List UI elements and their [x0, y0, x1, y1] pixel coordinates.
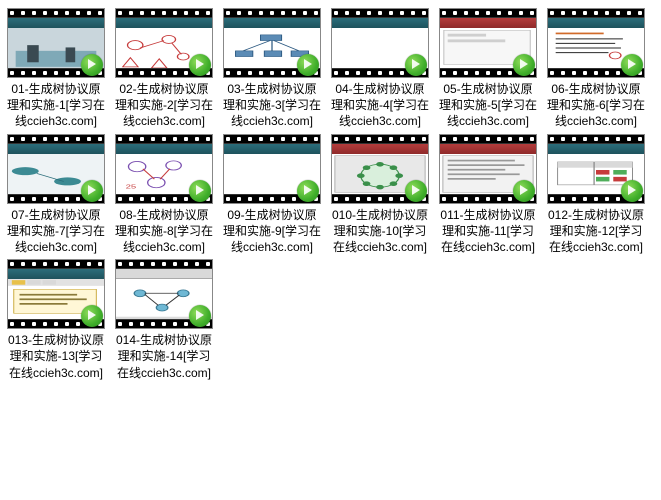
video-thumbnail[interactable]	[547, 134, 645, 204]
video-item[interactable]: 01-生成树协议原理和实施-1[学习在线ccieh3c.com]	[6, 8, 106, 130]
preview-header	[332, 18, 428, 28]
video-thumbnail[interactable]	[7, 134, 105, 204]
play-overlay-icon	[405, 180, 427, 202]
video-caption: 011-生成树协议原理和实施-11[学习在线ccieh3c.com]	[438, 207, 538, 256]
video-caption: 09-生成树协议原理和实施-9[学习在线ccieh3c.com]	[222, 207, 322, 256]
video-thumbnail[interactable]: 25	[115, 134, 213, 204]
preview-header	[8, 18, 104, 28]
video-caption: 014-生成树协议原理和实施-14[学习在线ccieh3c.com]	[114, 332, 214, 381]
play-overlay-icon	[405, 54, 427, 76]
preview-header	[440, 18, 536, 28]
video-thumbnail[interactable]	[439, 8, 537, 78]
video-thumbnail[interactable]	[331, 134, 429, 204]
preview-header	[116, 269, 212, 279]
filmstrip	[440, 9, 536, 17]
filmstrip	[224, 9, 320, 17]
play-overlay-icon	[297, 180, 319, 202]
play-overlay-icon	[297, 54, 319, 76]
video-caption: 010-生成树协议原理和实施-10[学习在线ccieh3c.com]	[330, 207, 430, 256]
filmstrip	[224, 135, 320, 143]
video-item[interactable]: 09-生成树协议原理和实施-9[学习在线ccieh3c.com]	[222, 134, 322, 256]
video-caption: 03-生成树协议原理和实施-3[学习在线ccieh3c.com]	[222, 81, 322, 130]
filmstrip	[8, 135, 104, 143]
filmstrip	[548, 9, 644, 17]
preview-header	[548, 18, 644, 28]
video-caption: 013-生成树协议原理和实施-13[学习在线ccieh3c.com]	[6, 332, 106, 381]
video-item[interactable]: 03-生成树协议原理和实施-3[学习在线ccieh3c.com]	[222, 8, 322, 130]
filmstrip	[440, 135, 536, 143]
play-overlay-icon	[513, 54, 535, 76]
video-caption: 07-生成树协议原理和实施-7[学习在线ccieh3c.com]	[6, 207, 106, 256]
video-item[interactable]: 014-生成树协议原理和实施-14[学习在线ccieh3c.com]	[114, 259, 214, 381]
video-caption: 02-生成树协议原理和实施-2[学习在线ccieh3c.com]	[114, 81, 214, 130]
filmstrip	[332, 135, 428, 143]
video-thumbnail[interactable]	[115, 8, 213, 78]
video-caption: 08-生成树协议原理和实施-8[学习在线ccieh3c.com]	[114, 207, 214, 256]
preview-header	[116, 144, 212, 154]
preview-header	[8, 144, 104, 154]
play-overlay-icon	[81, 305, 103, 327]
preview-header	[8, 269, 104, 279]
filmstrip	[116, 135, 212, 143]
filmstrip	[116, 9, 212, 17]
preview-header	[224, 144, 320, 154]
play-overlay-icon	[621, 180, 643, 202]
video-caption: 012-生成树协议原理和实施-12[学习在线ccieh3c.com]	[546, 207, 646, 256]
video-item[interactable]: 010-生成树协议原理和实施-10[学习在线ccieh3c.com]	[330, 134, 430, 256]
filmstrip	[8, 260, 104, 268]
video-caption: 04-生成树协议原理和实施-4[学习在线ccieh3c.com]	[330, 81, 430, 130]
video-item[interactable]: 25 08-生成树协议原理和实施-8[学习在线ccieh3c.com]	[114, 134, 214, 256]
video-thumbnail[interactable]	[331, 8, 429, 78]
video-caption: 01-生成树协议原理和实施-1[学习在线ccieh3c.com]	[6, 81, 106, 130]
play-overlay-icon	[81, 54, 103, 76]
video-item[interactable]: 012-生成树协议原理和实施-12[学习在线ccieh3c.com]	[546, 134, 646, 256]
video-item[interactable]: 05-生成树协议原理和实施-5[学习在线ccieh3c.com]	[438, 8, 538, 130]
video-item[interactable]: 013-生成树协议原理和实施-13[学习在线ccieh3c.com]	[6, 259, 106, 381]
video-caption: 05-生成树协议原理和实施-5[学习在线ccieh3c.com]	[438, 81, 538, 130]
video-thumbnail[interactable]	[223, 134, 321, 204]
video-thumbnail[interactable]	[7, 8, 105, 78]
video-thumbnail[interactable]	[7, 259, 105, 329]
video-thumbnail[interactable]	[223, 8, 321, 78]
play-overlay-icon	[189, 54, 211, 76]
play-overlay-icon	[621, 54, 643, 76]
filmstrip	[116, 260, 212, 268]
preview-header	[440, 144, 536, 154]
video-thumbnail[interactable]	[547, 8, 645, 78]
video-thumbnail[interactable]	[115, 259, 213, 329]
video-thumbnail-grid: 01-生成树协议原理和实施-1[学习在线ccieh3c.com]02-生成树协议…	[6, 8, 655, 381]
filmstrip	[8, 9, 104, 17]
svg-text:25: 25	[126, 183, 137, 190]
filmstrip	[332, 9, 428, 17]
play-overlay-icon	[81, 180, 103, 202]
play-overlay-icon	[189, 305, 211, 327]
preview-header	[116, 18, 212, 28]
video-caption: 06-生成树协议原理和实施-6[学习在线ccieh3c.com]	[546, 81, 646, 130]
preview-header	[332, 144, 428, 154]
video-item[interactable]: 07-生成树协议原理和实施-7[学习在线ccieh3c.com]	[6, 134, 106, 256]
preview-header	[548, 144, 644, 154]
play-overlay-icon	[513, 180, 535, 202]
video-thumbnail[interactable]	[439, 134, 537, 204]
video-item[interactable]: 04-生成树协议原理和实施-4[学习在线ccieh3c.com]	[330, 8, 430, 130]
play-overlay-icon	[189, 180, 211, 202]
video-item[interactable]: 02-生成树协议原理和实施-2[学习在线ccieh3c.com]	[114, 8, 214, 130]
video-item[interactable]: 06-生成树协议原理和实施-6[学习在线ccieh3c.com]	[546, 8, 646, 130]
preview-header	[224, 18, 320, 28]
filmstrip	[548, 135, 644, 143]
video-item[interactable]: 011-生成树协议原理和实施-11[学习在线ccieh3c.com]	[438, 134, 538, 256]
